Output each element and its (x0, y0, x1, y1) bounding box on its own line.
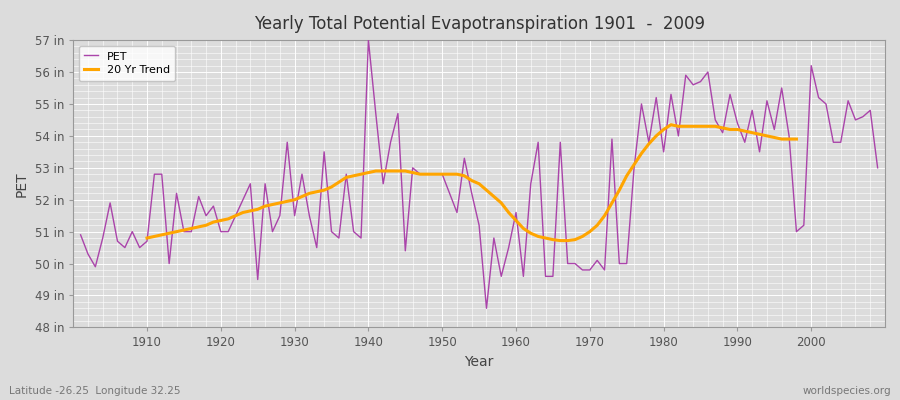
PET (482, 306, 492, 311)
PET (363, 38, 374, 42)
20 Yr Trend (732, 127, 742, 132)
20 Yr Trend (666, 122, 677, 127)
Text: worldspecies.org: worldspecies.org (803, 386, 891, 396)
20 Yr Trend (274, 200, 285, 205)
PET (526, 181, 536, 186)
20 Yr Trend (473, 181, 484, 186)
20 Yr Trend (392, 168, 403, 173)
PET (134, 245, 145, 250)
PET (518, 274, 529, 279)
PET (297, 172, 308, 176)
Title: Yearly Total Potential Evapotranspiration 1901  -  2009: Yearly Total Potential Evapotranspiratio… (254, 15, 705, 33)
20 Yr Trend (791, 137, 802, 142)
20 Yr Trend (208, 220, 219, 224)
20 Yr Trend (555, 238, 566, 243)
PET (76, 232, 86, 237)
PET (614, 261, 625, 266)
X-axis label: Year: Year (464, 355, 494, 369)
20 Yr Trend (223, 216, 234, 221)
Legend: PET, 20 Yr Trend: PET, 20 Yr Trend (79, 46, 176, 81)
Line: 20 Yr Trend: 20 Yr Trend (147, 125, 796, 240)
Line: PET: PET (81, 40, 878, 308)
Text: Latitude -26.25  Longitude 32.25: Latitude -26.25 Longitude 32.25 (9, 386, 181, 396)
PET (341, 172, 352, 176)
Y-axis label: PET: PET (15, 171, 29, 196)
PET (872, 166, 883, 170)
20 Yr Trend (141, 236, 152, 240)
